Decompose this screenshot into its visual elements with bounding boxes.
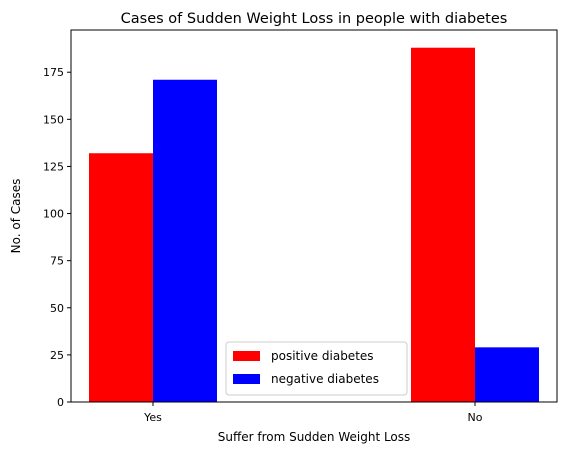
chart-title: Cases of Sudden Weight Loss in people wi… <box>121 11 508 27</box>
y-tick-label: 175 <box>43 66 64 79</box>
legend-swatch <box>233 351 260 361</box>
bar-positive-diabetes-yes <box>89 153 153 402</box>
legend-swatch <box>233 374 260 384</box>
y-tick-label: 125 <box>43 160 64 173</box>
x-axis: Yes No <box>143 402 483 424</box>
y-tick-label: 50 <box>50 302 64 315</box>
legend-box <box>225 341 408 396</box>
x-tick-label: Yes <box>143 411 162 424</box>
bar-negative-diabetes-no <box>475 347 539 402</box>
y-tick-label: 75 <box>50 255 64 268</box>
legend: positive diabetes negative diabetes <box>225 341 408 396</box>
y-tick-label: 25 <box>50 349 64 362</box>
y-tick-label: 150 <box>43 113 64 126</box>
bar-positive-diabetes-no <box>411 47 475 402</box>
y-tick-label: 100 <box>43 208 64 221</box>
y-axis: 0 25 50 75 100 125 150 175 <box>43 66 71 409</box>
legend-label: positive diabetes <box>271 349 374 363</box>
x-tick-label: No <box>468 411 483 424</box>
y-tick-label: 0 <box>57 396 64 409</box>
y-axis-label: No. of Cases <box>9 179 23 254</box>
bar-negative-diabetes-yes <box>153 79 217 402</box>
plot-frame <box>70 29 558 403</box>
bars-group <box>89 47 539 402</box>
x-axis-label: Suffer from Sudden Weight Loss <box>218 430 411 444</box>
legend-label: negative diabetes <box>271 372 379 386</box>
